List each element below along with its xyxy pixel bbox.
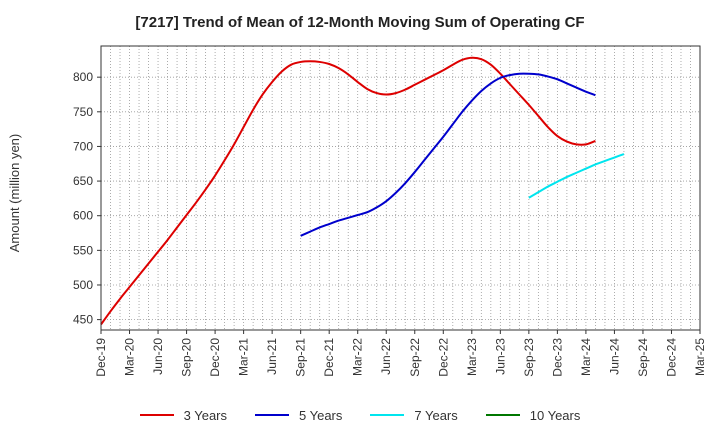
series-line-5-years: [300, 72, 596, 237]
legend: 3 Years 5 Years 7 Years 10 Years: [0, 404, 720, 426]
y-tick-label: 800: [73, 70, 93, 84]
chart-title: [7217] Trend of Mean of 12-Month Moving …: [135, 14, 585, 31]
x-tick-label: Dec-22: [436, 338, 450, 377]
legend-swatch-3-years: [139, 414, 174, 416]
x-tick-label: Sep-20: [180, 338, 194, 377]
x-tick-label: Sep-21: [294, 338, 308, 377]
x-tick-label: Jun-20: [151, 338, 165, 375]
y-axis-label: Amount (million yen): [7, 134, 22, 253]
x-tick-label: Jun-22: [379, 338, 393, 375]
series-line-3-years: [100, 56, 596, 326]
x-tick-label: Dec-19: [94, 338, 108, 377]
legend-label-3-years: 3 Years: [183, 407, 227, 423]
legend-item-10-years: 10 Years: [485, 407, 581, 423]
legend-item-3-years: 3 Years: [139, 407, 227, 423]
x-tick-label: Sep-23: [522, 338, 536, 377]
x-tick-label: Mar-24: [579, 338, 593, 376]
legend-item-5-years: 5 Years: [255, 408, 342, 423]
x-tick-label: Sep-24: [636, 338, 650, 377]
y-tick-label: 750: [73, 105, 93, 119]
x-tick-label: Dec-23: [550, 338, 564, 377]
y-tick-label: 650: [73, 174, 93, 188]
x-tick-label: Dec-24: [664, 338, 678, 377]
legend-swatch-5-years: [255, 414, 289, 416]
x-axis-ticks: Dec-19 Mar-20 Jun-20 Sep-20 Dec-20 Mar-21 Jun-…: [94, 330, 707, 377]
series-line-7-years: [528, 153, 625, 199]
x-tick-label: Jun-23: [493, 338, 507, 375]
x-tick-label: Jun-24: [607, 338, 621, 375]
x-tick-label: Mar-20: [123, 338, 137, 376]
series-lines: [100, 56, 625, 326]
y-tick-label: 500: [73, 278, 93, 292]
x-tick-label: Mar-21: [237, 338, 251, 376]
x-tick-label: Mar-25: [693, 338, 707, 376]
legend-label-7-years: 7 Years: [414, 407, 458, 423]
y-tick-label: 550: [73, 243, 93, 257]
x-tick-label: Dec-21: [322, 338, 336, 377]
y-tick-label: 600: [73, 209, 93, 223]
legend-label-5-years: 5 Years: [299, 407, 343, 423]
y-tick-label: 700: [73, 139, 93, 153]
legend-swatch-7-years: [370, 414, 405, 416]
plot-frame: [100, 45, 701, 331]
legend-item-7-years: 7 Years: [370, 407, 458, 423]
x-tick-label: Mar-23: [465, 338, 479, 376]
legend-swatch-10-years: [485, 414, 520, 416]
x-tick-label: Jun-21: [265, 338, 279, 375]
y-tick-label: 450: [73, 313, 93, 327]
y-axis-ticks: 450 500 550 600 650 700 750 800: [73, 70, 101, 327]
x-tick-label: Sep-22: [408, 338, 422, 377]
x-tick-label: Mar-22: [351, 338, 365, 376]
x-tick-label: Dec-20: [208, 338, 222, 377]
legend-label-10-years: 10 Years: [529, 407, 581, 423]
